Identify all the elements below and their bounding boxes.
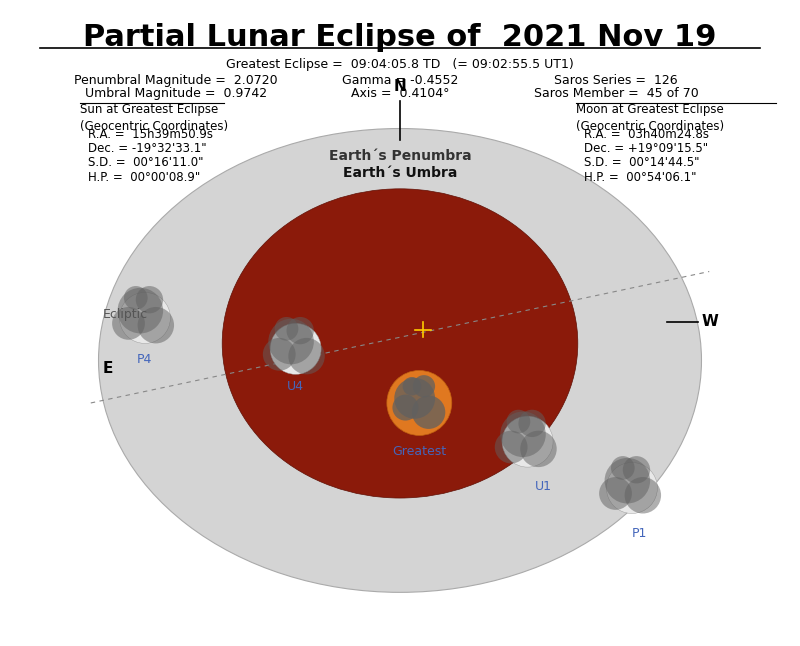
- Circle shape: [623, 456, 650, 483]
- Text: Sun at Greatest Eclipse
(Geocentric Coordinates): Sun at Greatest Eclipse (Geocentric Coor…: [80, 103, 228, 133]
- Text: H.P. =  00°54'06.1": H.P. = 00°54'06.1": [584, 171, 697, 183]
- Circle shape: [112, 307, 145, 340]
- Circle shape: [138, 307, 174, 344]
- Circle shape: [494, 431, 527, 463]
- Circle shape: [394, 378, 435, 419]
- Text: Saros Member =  45 of 70: Saros Member = 45 of 70: [534, 87, 698, 100]
- Text: Ecliptic: Ecliptic: [102, 307, 147, 320]
- Text: H.P. =  00°00'08.9": H.P. = 00°00'08.9": [88, 171, 200, 183]
- Ellipse shape: [222, 189, 578, 498]
- Circle shape: [124, 286, 148, 309]
- Text: R.A. =  15h39m50.9s: R.A. = 15h39m50.9s: [88, 128, 213, 141]
- Text: S.D. =  00°14'44.5": S.D. = 00°14'44.5": [584, 156, 699, 169]
- Circle shape: [413, 375, 435, 397]
- Circle shape: [402, 377, 421, 395]
- Circle shape: [502, 416, 553, 467]
- Text: S.D. =  00°16'11.0": S.D. = 00°16'11.0": [88, 156, 203, 169]
- Circle shape: [606, 463, 658, 514]
- Text: Dec. = -19°32'33.1": Dec. = -19°32'33.1": [88, 142, 206, 155]
- Text: Gamma = -0.4552: Gamma = -0.4552: [342, 74, 458, 87]
- Circle shape: [605, 458, 650, 503]
- Text: Greatest Eclipse =  09:04:05.8 TD   (= 09:02:55.5 UT1): Greatest Eclipse = 09:04:05.8 TD (= 09:0…: [226, 58, 574, 71]
- Ellipse shape: [98, 129, 702, 592]
- Circle shape: [268, 318, 314, 364]
- Text: P4: P4: [138, 353, 153, 366]
- Circle shape: [599, 477, 632, 510]
- Circle shape: [412, 395, 446, 429]
- Circle shape: [118, 288, 163, 333]
- Circle shape: [119, 293, 170, 344]
- Text: Saros Series =  126: Saros Series = 126: [554, 74, 678, 87]
- Circle shape: [286, 317, 314, 344]
- Circle shape: [274, 317, 298, 340]
- Circle shape: [506, 410, 530, 433]
- Circle shape: [520, 431, 557, 467]
- Text: Umbral Magnitude =  0.9742: Umbral Magnitude = 0.9742: [85, 87, 267, 100]
- Circle shape: [518, 410, 546, 437]
- Circle shape: [136, 286, 163, 313]
- Circle shape: [393, 395, 418, 421]
- Text: Earth´s Penumbra: Earth´s Penumbra: [329, 149, 471, 163]
- Text: R.A. =  03h40m24.8s: R.A. = 03h40m24.8s: [584, 128, 709, 141]
- Circle shape: [611, 456, 634, 480]
- Circle shape: [625, 477, 661, 514]
- Text: P1: P1: [632, 526, 647, 539]
- Circle shape: [263, 338, 296, 371]
- Text: W: W: [702, 315, 718, 329]
- Circle shape: [387, 371, 452, 435]
- Text: Moon at Greatest Eclipse
(Geocentric Coordinates): Moon at Greatest Eclipse (Geocentric Coo…: [576, 103, 724, 133]
- Text: Earth´s Umbra: Earth´s Umbra: [343, 167, 457, 180]
- Text: Greatest: Greatest: [392, 446, 446, 459]
- Text: N: N: [394, 79, 406, 94]
- Text: Dec. = +19°09'15.5": Dec. = +19°09'15.5": [584, 142, 708, 155]
- Text: Axis =  0.4104°: Axis = 0.4104°: [350, 87, 450, 100]
- Text: U4: U4: [287, 380, 304, 393]
- Text: E: E: [102, 360, 113, 376]
- Circle shape: [500, 412, 546, 457]
- Text: Partial Lunar Eclipse of  2021 Nov 19: Partial Lunar Eclipse of 2021 Nov 19: [83, 23, 717, 52]
- Circle shape: [288, 338, 325, 374]
- Text: U1: U1: [534, 480, 551, 494]
- Text: Penumbral Magnitude =  2.0720: Penumbral Magnitude = 2.0720: [74, 74, 278, 87]
- Circle shape: [270, 324, 321, 374]
